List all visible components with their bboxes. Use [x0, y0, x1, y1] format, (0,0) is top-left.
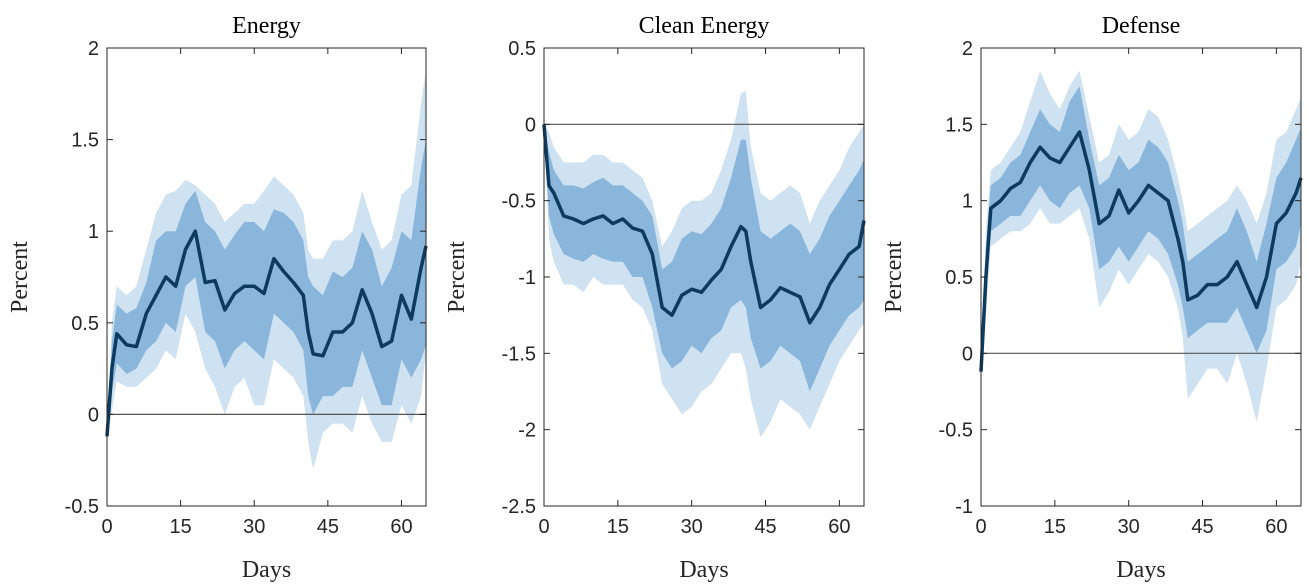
y-tick-label: -1 — [518, 267, 536, 289]
x-tick-label: 0 — [538, 516, 549, 538]
y-axis-label: Percent — [7, 241, 33, 313]
x-tick-label: 0 — [101, 516, 112, 538]
panel-clean-energy: 0 15 30 45 60 -2.5 -2 -1.5 -1 -0.5 0 0.5 Clean Energ… — [444, 13, 866, 583]
x-tick-label: 15 — [1044, 516, 1066, 538]
y-tick-label: 1.5 — [71, 130, 99, 152]
panel-title: Clean Energy — [639, 13, 770, 39]
y-tick-label: -1.5 — [502, 343, 536, 365]
mean-response-line — [542, 124, 866, 325]
panel-title: Defense — [1102, 13, 1181, 39]
y-tick-label: 0 — [525, 114, 536, 136]
y-tick-label: 1.5 — [945, 114, 973, 136]
x-tick-label: 60 — [390, 516, 412, 538]
x-tick-label: 30 — [243, 516, 265, 538]
axes-box — [106, 47, 427, 507]
x-tick-label: 15 — [169, 516, 191, 538]
panel-defense: 0 15 30 45 60 -1 -0.5 0 0.5 1 1.5 2 Defense Days Perce… — [881, 13, 1303, 583]
y-tick-label: -0.5 — [502, 191, 536, 213]
y-tick-label: 0.5 — [508, 38, 536, 60]
x-axis-label: Days — [679, 557, 728, 583]
y-tick-label: 1 — [962, 191, 973, 213]
y-tick-label: -0.5 — [939, 420, 973, 442]
x-tick-label: 60 — [1265, 516, 1287, 538]
x-tick-label: 30 — [681, 516, 703, 538]
y-tick-label: 2 — [88, 38, 99, 60]
x-axis-label: Days — [1116, 557, 1165, 583]
panel-title: Energy — [232, 13, 301, 39]
y-tick-label: 0 — [88, 404, 99, 426]
mean-response-line — [979, 130, 1303, 372]
y-axis-label: Percent — [881, 241, 907, 313]
y-tick-label: -2 — [518, 420, 536, 442]
x-tick-label: 30 — [1118, 516, 1140, 538]
y-tick-label: 0.5 — [71, 313, 99, 335]
y-tick-label: -2.5 — [502, 496, 536, 518]
y-tick-label: -1 — [955, 496, 973, 518]
y-tick-label: 2 — [962, 38, 973, 60]
x-tick-label: 45 — [754, 516, 776, 538]
y-tick-label: 0 — [962, 343, 973, 365]
confidence-band-90 — [981, 70, 1301, 423]
mean-response-line — [105, 229, 428, 437]
x-tick-label: 0 — [975, 516, 986, 538]
y-axis-label: Percent — [444, 241, 470, 313]
x-tick-label: 45 — [317, 516, 339, 538]
y-tick-label: -0.5 — [65, 496, 99, 518]
y-tick-label: 1 — [88, 221, 99, 243]
x-tick-label: 15 — [607, 516, 629, 538]
x-tick-label: 45 — [1191, 516, 1213, 538]
x-axis-label: Days — [242, 557, 291, 583]
confidence-band-68 — [544, 124, 864, 392]
y-tick-label: 0.5 — [945, 267, 973, 289]
x-tick-label: 60 — [828, 516, 850, 538]
